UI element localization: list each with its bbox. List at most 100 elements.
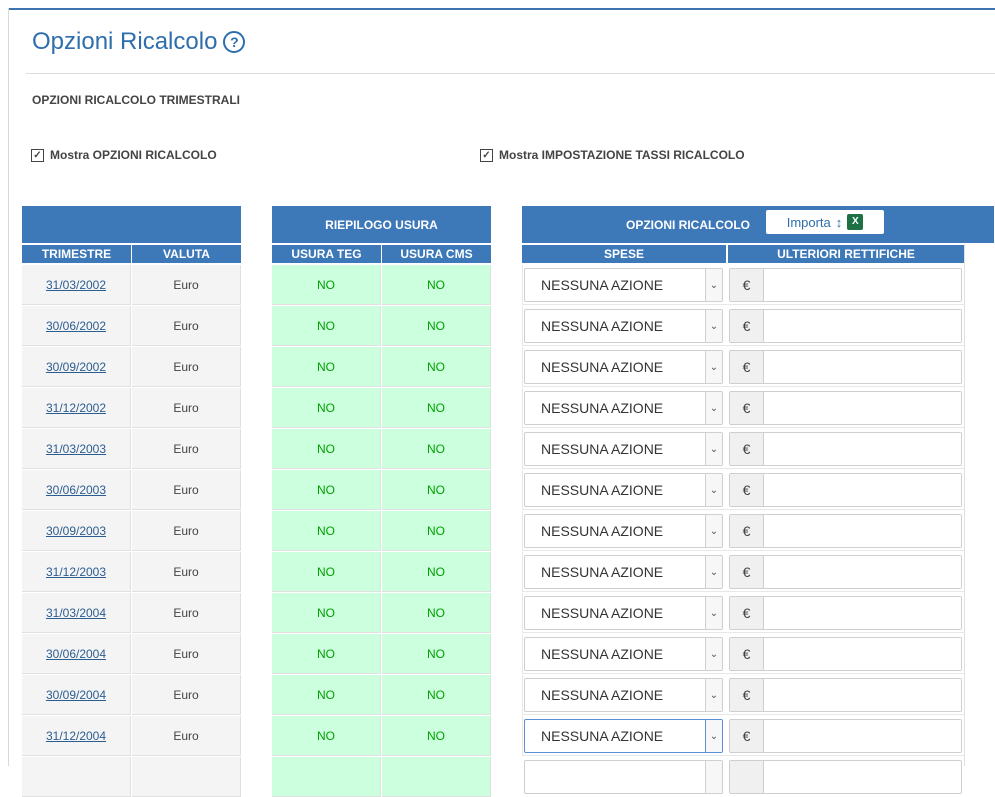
cell-valuta: Euro (132, 306, 241, 346)
cell-usura-cms: NO (382, 470, 491, 510)
trimestre-link[interactable]: 30/09/2002 (45, 359, 107, 374)
cell-usura-cms: NO (382, 675, 491, 715)
spese-select[interactable]: NESSUNA AZIONE ⌄ (524, 309, 723, 343)
spese-select-value: NESSUNA AZIONE (541, 277, 664, 293)
checkbox-mostra-tassi[interactable]: ✓ Mostra IMPOSTAZIONE TASSI RICALCOLO (480, 148, 745, 162)
spese-select[interactable]: NESSUNA AZIONE ⌄ (524, 473, 723, 507)
rettifica-input[interactable] (764, 392, 961, 424)
spese-select[interactable]: NESSUNA AZIONE ⌄ (524, 678, 723, 712)
cell-usura-teg: NO (272, 716, 381, 756)
chevron-down-icon: ⌄ (705, 310, 722, 342)
trimestre-link[interactable]: 31/03/2004 (45, 605, 107, 620)
trimestre-link[interactable]: 30/09/2004 (45, 687, 107, 702)
rettifica-input[interactable] (764, 515, 961, 547)
chevron-down-icon: ⌄ (705, 433, 722, 465)
spese-select[interactable]: NESSUNA AZIONE ⌄ (524, 514, 723, 548)
euro-icon: € (730, 351, 764, 383)
help-icon[interactable]: ? (223, 31, 246, 53)
header-blank (22, 206, 241, 243)
cell-usura-cms: NO (382, 511, 491, 551)
spese-select[interactable]: NESSUNA AZIONE ⌄ (524, 432, 723, 466)
cell-usura-teg: NO (272, 470, 381, 510)
header-opzioni-ricalcolo-label: OPZIONI RICALCOLO (626, 217, 750, 232)
cell-usura-cms: NO (382, 552, 491, 592)
cell-usura-cms: NO (382, 429, 491, 469)
rettifica-input[interactable] (764, 679, 961, 711)
rettifica-input[interactable] (764, 351, 961, 383)
rettifica-input[interactable] (764, 597, 961, 629)
cell-usura-teg: NO (272, 511, 381, 551)
cell-trimestre: 31/03/2002 (22, 265, 131, 305)
rettifica-input-group-partial (729, 760, 962, 794)
spese-select-value: NESSUNA AZIONE (541, 687, 664, 703)
cell-valuta-partial (132, 757, 241, 797)
table-right-edge (964, 244, 995, 766)
spese-select-value: NESSUNA AZIONE (541, 400, 664, 416)
cell-valuta: Euro (132, 347, 241, 387)
col-header-valuta: VALUTA (132, 245, 241, 263)
spese-select-value: NESSUNA AZIONE (541, 605, 664, 621)
trimestre-link[interactable]: 30/06/2002 (45, 318, 107, 333)
trimestre-link[interactable]: 30/09/2003 (45, 523, 107, 538)
checkbox-tassi-label: Mostra IMPOSTAZIONE TASSI RICALCOLO (499, 148, 745, 162)
cell-valuta: Euro (132, 265, 241, 305)
cell-usura-cms: NO (382, 593, 491, 633)
cell-trimestre: 30/09/2003 (22, 511, 131, 551)
rettifica-input-group: € (729, 391, 962, 425)
euro-icon: € (730, 310, 764, 342)
cell-usura-teg: NO (272, 306, 381, 346)
spese-select[interactable]: NESSUNA AZIONE ⌄ (524, 350, 723, 384)
spese-select[interactable]: NESSUNA AZIONE ⌄ (524, 719, 723, 753)
rettifica-input[interactable] (764, 638, 961, 670)
rettifica-input[interactable] (764, 310, 961, 342)
header-riepilogo-usura: RIEPILOGO USURA (272, 206, 491, 243)
trimestre-link[interactable]: 30/06/2004 (45, 646, 107, 661)
col-header-usura-cms: USURA CMS (382, 245, 491, 263)
euro-icon: € (730, 597, 764, 629)
chevron-down-icon: ⌄ (705, 638, 722, 670)
title-divider (26, 73, 995, 74)
rettifica-input[interactable] (764, 556, 961, 588)
chevron-down-icon: ⌄ (705, 515, 722, 547)
spese-select-partial[interactable] (524, 760, 723, 794)
trimestre-link[interactable]: 31/03/2002 (45, 277, 107, 292)
spese-select[interactable]: NESSUNA AZIONE ⌄ (524, 596, 723, 630)
top-border (8, 8, 995, 10)
trimestre-link[interactable]: 31/12/2004 (45, 728, 107, 743)
cell-usura-cms: NO (382, 388, 491, 428)
spese-select-value: NESSUNA AZIONE (541, 318, 664, 334)
checkbox-opzioni-box[interactable]: ✓ (31, 148, 44, 162)
chevron-down-icon: ⌄ (705, 392, 722, 424)
checkbox-tassi-box[interactable]: ✓ (480, 148, 493, 162)
cell-trimestre: 31/12/2003 (22, 552, 131, 592)
rettifica-input[interactable] (764, 720, 961, 752)
header-opzioni-ricalcolo: OPZIONI RICALCOLO (522, 206, 994, 243)
spese-select[interactable]: NESSUNA AZIONE ⌄ (524, 391, 723, 425)
col-header-ulteriori-rettifiche: ULTERIORI RETTIFICHE (728, 245, 964, 263)
rettifica-input-group: € (729, 309, 962, 343)
rettifica-input-group: € (729, 350, 962, 384)
trimestre-link[interactable]: 31/12/2002 (45, 400, 107, 415)
spese-select[interactable]: NESSUNA AZIONE ⌄ (524, 268, 723, 302)
rettifica-input[interactable] (764, 433, 961, 465)
spese-select[interactable]: NESSUNA AZIONE ⌄ (524, 555, 723, 589)
chevron-down-icon: ⌄ (705, 474, 722, 506)
importa-button[interactable]: Importa ↕ X (765, 209, 885, 235)
import-arrow-icon: ↕ (835, 214, 843, 230)
section-title: OPZIONI RICALCOLO TRIMESTRALI (32, 93, 240, 107)
spese-select[interactable]: NESSUNA AZIONE ⌄ (524, 637, 723, 671)
cell-valuta: Euro (132, 716, 241, 756)
trimestre-link[interactable]: 31/03/2003 (45, 441, 107, 456)
rettifica-input[interactable] (764, 269, 961, 301)
cell-usura-teg: NO (272, 265, 381, 305)
cell-valuta: Euro (132, 429, 241, 469)
rettifica-input[interactable] (764, 474, 961, 506)
trimestre-link[interactable]: 31/12/2003 (45, 564, 107, 579)
chevron-down-icon: ⌄ (705, 597, 722, 629)
euro-icon: € (730, 433, 764, 465)
checkbox-mostra-opzioni[interactable]: ✓ Mostra OPZIONI RICALCOLO (31, 148, 217, 162)
trimestre-link[interactable]: 30/06/2003 (45, 482, 107, 497)
col-header-trimestre: TRIMESTRE (22, 245, 131, 263)
importa-label: Importa (786, 214, 831, 230)
cell-trimestre: 30/06/2004 (22, 634, 131, 674)
